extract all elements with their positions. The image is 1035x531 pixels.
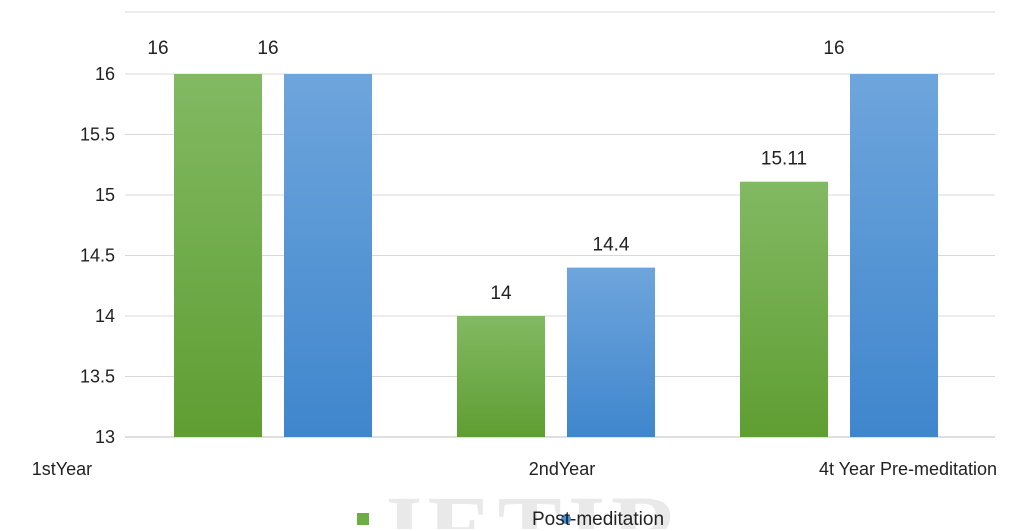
y-tick-label: 14	[95, 306, 115, 326]
legend-label: Post-meditation	[532, 509, 665, 530]
data-label: 15.11	[761, 149, 807, 170]
data-label: 16	[823, 38, 844, 59]
x-axis-labels: 1stYear 2ndYear 4t Year Pre-meditation	[32, 459, 997, 479]
y-tick-label: 13	[95, 427, 115, 447]
x-tick-label: 2ndYear	[529, 459, 595, 479]
bar	[740, 181, 828, 437]
bar	[457, 316, 545, 437]
x-tick-label: 1stYear	[32, 459, 92, 479]
data-label: 14.4	[593, 235, 630, 256]
data-label: 16	[257, 38, 278, 59]
x-tick-label: 4t Year	[819, 459, 875, 479]
data-label: 14	[490, 283, 512, 304]
y-tick-label: 15.5	[80, 125, 115, 145]
legend-marker-green	[357, 513, 369, 525]
y-tick-label: 14.5	[80, 246, 115, 266]
bar	[284, 74, 372, 437]
bar	[174, 74, 262, 437]
bar	[850, 74, 938, 437]
y-tick-label: 15	[95, 185, 115, 205]
gridlines	[125, 73, 995, 438]
bar	[567, 267, 655, 437]
bars	[174, 74, 938, 437]
y-axis-ticks: 13 13.5 14 14.5 15 15.5 16	[80, 64, 115, 447]
data-labels: 16 14 15.11 16 14.4 16	[147, 38, 844, 304]
legend-marker-blue	[561, 514, 571, 524]
y-tick-label: 13.5	[80, 367, 115, 387]
y-tick-label: 16	[95, 64, 115, 84]
legend-extra-label: Pre-meditation	[880, 459, 997, 479]
data-label: 16	[147, 38, 168, 59]
